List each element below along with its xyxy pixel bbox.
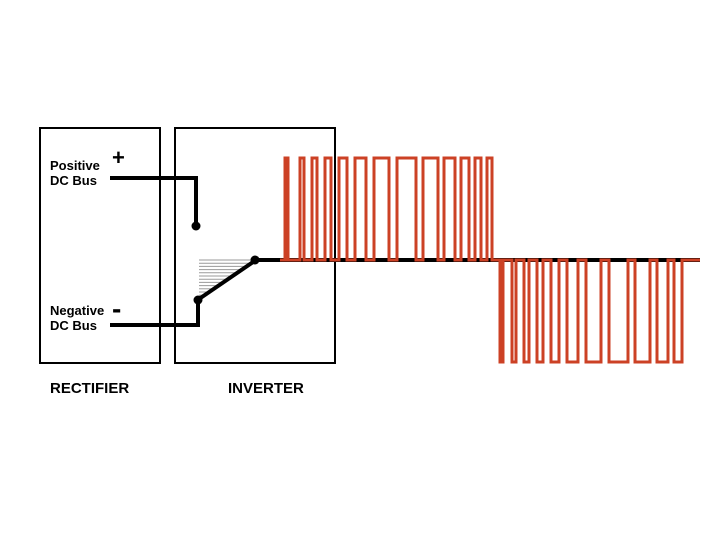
canvas-bg	[0, 0, 720, 540]
label-negative-dc-bus: Negative	[50, 303, 104, 318]
label-plus: +	[112, 145, 125, 170]
label-minus: -	[112, 293, 121, 324]
label-positive-dc-bus: Positive	[50, 158, 100, 173]
label-rectifier: RECTIFIER	[50, 380, 129, 397]
node-dot	[192, 222, 201, 231]
label-inverter: INVERTER	[228, 380, 304, 397]
label-negative-dc-bus-2: DC Bus	[50, 318, 97, 333]
label-positive-dc-bus-2: DC Bus	[50, 173, 97, 188]
node-dot	[194, 296, 203, 305]
node-dot	[251, 256, 260, 265]
